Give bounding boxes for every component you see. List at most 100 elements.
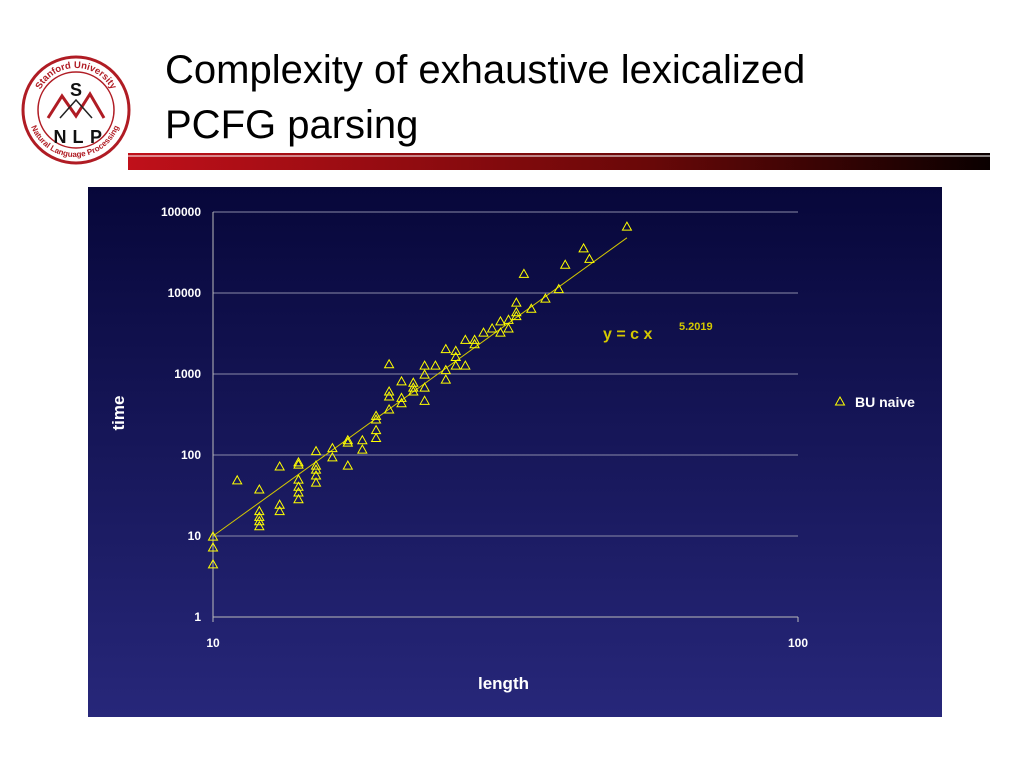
point <box>396 392 407 402</box>
logo-inner-ring <box>37 71 115 149</box>
point <box>383 358 395 369</box>
x-tick-label: 100 <box>788 636 808 650</box>
title-bar <box>128 153 990 170</box>
point <box>356 434 368 445</box>
logo-mountain <box>46 91 106 119</box>
point <box>370 414 382 424</box>
fit-exponent: 5.2019 <box>679 321 713 333</box>
chart-panel <box>88 187 942 717</box>
point <box>356 444 368 454</box>
point <box>578 242 589 253</box>
point <box>253 505 265 516</box>
point <box>503 322 514 333</box>
point <box>469 334 480 344</box>
point <box>525 303 537 313</box>
logo-letter: L <box>73 127 84 147</box>
point <box>207 558 219 569</box>
point <box>450 345 462 355</box>
fit-label: y = c x <box>603 326 652 343</box>
point <box>419 395 430 405</box>
point <box>293 486 304 497</box>
point <box>231 474 243 485</box>
y-tick-label: 100000 <box>161 205 201 219</box>
point <box>253 511 265 521</box>
point <box>430 360 441 370</box>
point <box>407 385 419 396</box>
point <box>207 542 219 552</box>
point <box>342 434 354 445</box>
point <box>518 268 530 278</box>
point <box>553 283 565 294</box>
point <box>274 505 286 516</box>
point <box>342 437 354 447</box>
point <box>540 293 551 303</box>
point <box>407 382 419 392</box>
y-tick-label: 1000 <box>174 367 201 381</box>
point <box>327 451 338 462</box>
point <box>207 531 219 541</box>
y-tick-label: 1 <box>194 610 201 624</box>
point <box>327 442 338 453</box>
point <box>293 493 304 504</box>
point <box>510 297 522 307</box>
point <box>559 259 571 269</box>
point <box>370 410 382 420</box>
logo-letter: N <box>54 127 67 147</box>
point <box>510 310 522 321</box>
point <box>274 499 286 509</box>
point <box>450 360 462 370</box>
point <box>253 520 265 531</box>
point <box>310 477 322 487</box>
point <box>584 253 595 263</box>
point <box>310 445 322 456</box>
point <box>419 382 430 392</box>
point <box>383 403 395 414</box>
point <box>440 364 452 375</box>
logo-letter: P <box>90 127 102 147</box>
y-tick-label: 10 <box>188 529 202 543</box>
x-tick-label: 10 <box>206 636 220 650</box>
logo-ring <box>21 55 131 165</box>
point <box>293 459 304 469</box>
point <box>293 481 304 491</box>
point <box>396 375 407 386</box>
slide-title: Complexity of exhaustive lexicalized <box>165 48 805 92</box>
point <box>486 322 498 333</box>
point <box>495 315 506 326</box>
point <box>274 461 286 471</box>
point <box>621 221 633 231</box>
point <box>253 483 265 494</box>
point <box>510 306 522 317</box>
point <box>396 397 407 408</box>
point <box>383 390 395 401</box>
fit-line <box>212 237 628 537</box>
point <box>383 385 395 396</box>
logo-tree <box>59 98 93 119</box>
point <box>342 460 354 470</box>
point <box>478 327 489 337</box>
y-tick-label: 10000 <box>168 286 202 300</box>
point <box>495 327 506 337</box>
slide-title: PCFG parsing <box>165 103 418 147</box>
point <box>253 515 265 526</box>
y-axis-label: time <box>109 396 128 431</box>
x-axis-label: length <box>478 674 529 693</box>
point <box>440 343 452 354</box>
y-tick-label: 100 <box>181 448 201 462</box>
point <box>370 432 382 442</box>
logo-letter: S <box>70 80 82 100</box>
chart: 1 10 100 1000 10000 100000 10 100 length time y = … <box>109 205 915 693</box>
legend-label: BU naive <box>855 394 915 410</box>
point <box>310 460 322 470</box>
point <box>469 338 480 349</box>
point <box>310 464 322 474</box>
point <box>459 360 471 370</box>
point <box>440 374 452 384</box>
point <box>459 334 471 344</box>
logo: Stanford University Natural Language Pro… <box>21 55 131 165</box>
point <box>419 369 430 379</box>
legend-marker <box>834 395 846 406</box>
point <box>293 456 304 467</box>
